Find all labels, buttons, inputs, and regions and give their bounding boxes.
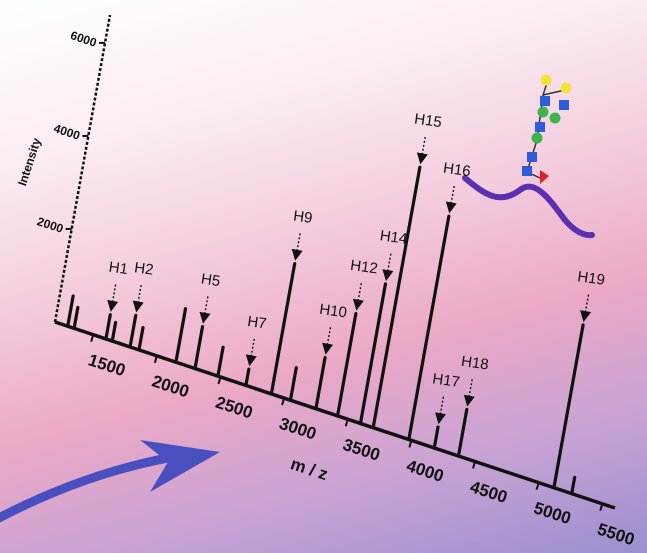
x-tick — [281, 397, 286, 406]
x-tick — [535, 482, 540, 490]
spectrum-peak — [288, 366, 298, 402]
spectrum-peak — [407, 214, 451, 442]
y-axis-label: Intensity — [15, 136, 44, 188]
peak-label: H15 — [413, 111, 443, 132]
x-tick — [599, 503, 604, 512]
x-tick-label: 3000 — [277, 414, 319, 444]
x-tick-label: 2000 — [150, 372, 192, 402]
peak-arrow — [132, 284, 144, 313]
spectrum-peak — [72, 305, 80, 330]
spectrum-peak — [456, 407, 469, 458]
x-tick-label: 5500 — [595, 520, 637, 550]
spectrum-peak — [66, 294, 75, 328]
peak-arrow — [107, 284, 119, 312]
peak-arrow — [580, 294, 592, 323]
peak-arrow — [445, 185, 457, 214]
spectrum-peak — [358, 282, 388, 426]
x-tick — [90, 334, 95, 342]
spectrum-peak — [432, 425, 440, 450]
peak-label: H14 — [379, 227, 409, 248]
spectrum-peak — [570, 475, 577, 496]
peak-label: H10 — [318, 301, 348, 322]
y-axis — [53, 14, 112, 323]
arrow-icon — [0, 440, 220, 523]
x-axis-label: m / z — [288, 454, 330, 484]
peak-arrow — [291, 233, 303, 261]
peak-arrow — [322, 327, 334, 355]
spectrum-peak — [193, 325, 205, 371]
peak-label: H18 — [460, 353, 490, 374]
spectrum-peak — [128, 313, 138, 349]
peak-label: H9 — [292, 208, 313, 228]
peak-arrow — [199, 296, 211, 324]
spectrum-peak — [335, 311, 358, 418]
peak-label: H1 — [108, 259, 129, 279]
peak-label: H17 — [431, 370, 461, 391]
peak-arrow — [352, 283, 364, 311]
peak-label: H7 — [246, 313, 267, 333]
peak-arrow — [434, 396, 447, 425]
glycan-structure-icon — [462, 74, 595, 239]
x-axis — [54, 320, 616, 510]
spectrum-peak — [137, 325, 145, 352]
peak-arrow — [245, 338, 257, 367]
peak-label: H19 — [576, 268, 606, 289]
peak-arrow — [416, 136, 428, 165]
peak-label: H2 — [133, 259, 154, 279]
x-tick — [472, 461, 476, 469]
x-tick — [217, 376, 222, 385]
spectrum-peak — [174, 307, 188, 364]
x-tick-label: 5000 — [531, 498, 573, 528]
x-tick-label: 4000 — [404, 456, 446, 486]
x-tick — [408, 440, 413, 448]
x-tick-label: 2500 — [213, 393, 255, 423]
spectrum-peak — [244, 367, 251, 388]
x-tick-label: 4500 — [468, 477, 510, 507]
peak-arrow — [463, 379, 475, 407]
x-tick-label: 1500 — [86, 350, 128, 380]
y-tick-label: 2000 — [35, 214, 65, 236]
spectrum-peak — [104, 313, 112, 341]
peak-label: H5 — [200, 271, 221, 291]
spectrum-peak — [552, 323, 585, 490]
spectrum-peak — [371, 165, 422, 430]
spectrum-peak — [269, 262, 297, 396]
x-tick-label: 3500 — [340, 435, 382, 465]
spectrum-peak — [314, 355, 327, 411]
spectrum-peak — [216, 345, 225, 378]
spectrum-peak — [110, 320, 118, 343]
x-tick — [344, 418, 349, 427]
peak-label: H16 — [442, 160, 472, 181]
peak-label: H12 — [349, 257, 379, 278]
y-tick-label: 6000 — [69, 28, 99, 50]
y-tick-label: 4000 — [52, 121, 82, 143]
peak-arrow — [382, 253, 394, 282]
x-tick — [153, 355, 158, 364]
